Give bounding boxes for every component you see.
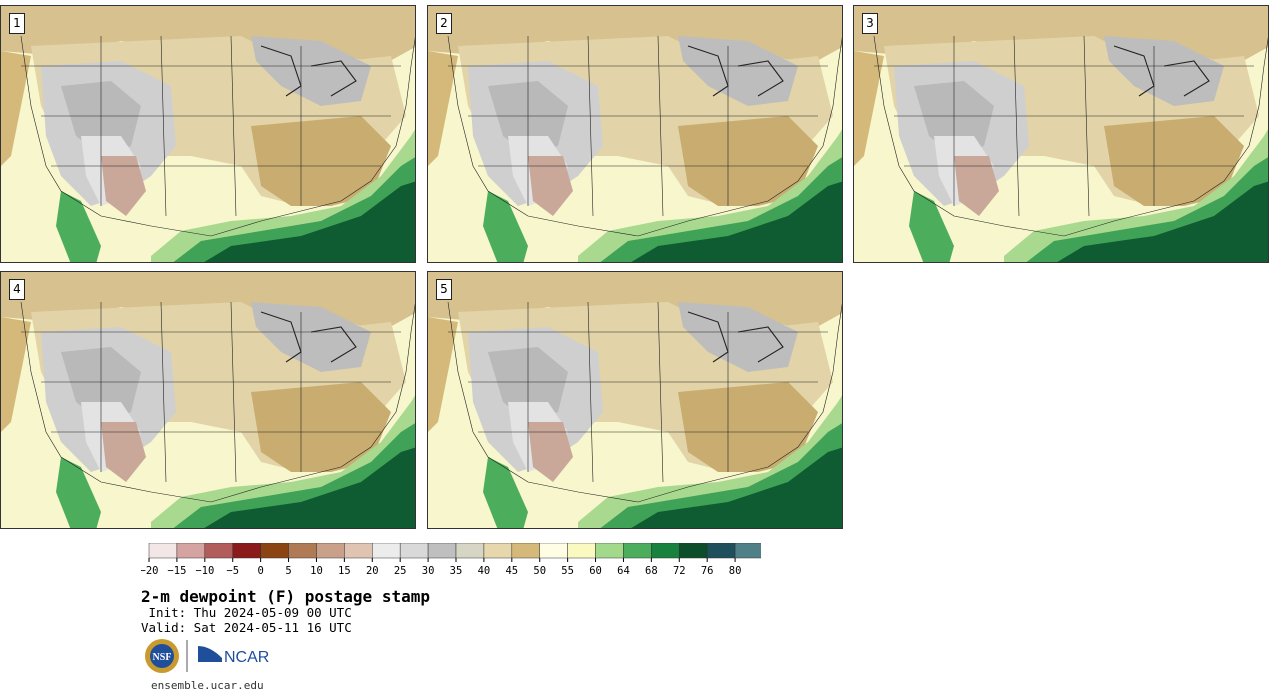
stamp-number: 2 — [436, 13, 452, 34]
dewpoint-map — [428, 6, 842, 262]
map-title: 2-m dewpoint (F) postage stamp — [141, 587, 430, 606]
colorbar-swatch — [427, 543, 457, 559]
colorbar-swatch — [455, 543, 485, 559]
colorbar-swatch — [483, 543, 513, 559]
colorbar: −20 −15 −10 −5 0 5 10 15 20 25 30 35 40 45 50 55 60 64 68 7… — [141, 543, 761, 577]
colorbar-tick-label: 80 — [729, 565, 742, 577]
ncar-logo-text: NCAR — [224, 649, 269, 666]
colorbar-tick-label: 15 — [338, 565, 351, 577]
colorbar-tick-label: −10 — [195, 565, 214, 577]
colorbar-swatch — [511, 543, 540, 559]
colorbar-swatch — [372, 543, 401, 559]
colorbar-tick-label: 40 — [478, 565, 491, 577]
colorbar-swatch — [595, 543, 624, 559]
dewpoint-map — [1, 6, 415, 262]
colorbar-swatch — [567, 543, 596, 559]
dewpoint-map — [854, 6, 1268, 262]
colorbar-tick-label: 25 — [394, 565, 407, 577]
colorbar-swatch — [232, 543, 261, 559]
colorbar-tick-label: 72 — [673, 565, 686, 577]
nsf-logo-text: NSF — [153, 652, 172, 663]
dewpoint-map — [428, 272, 842, 528]
colorbar-swatch — [623, 543, 652, 559]
colorbar-tick-label: −15 — [167, 565, 186, 577]
colorbar-tick-label: 10 — [310, 565, 323, 577]
colorbar-swatch — [344, 543, 373, 559]
site-url: ensemble.ucar.edu — [151, 679, 264, 692]
colorbar-swatch — [734, 543, 761, 559]
colorbar-swatch — [706, 543, 736, 559]
colorbar-tick-label: 60 — [589, 565, 602, 577]
colorbar-swatch — [260, 543, 289, 559]
stamp-number: 3 — [862, 13, 878, 34]
colorbar-swatch — [316, 543, 345, 559]
dewpoint-map — [1, 272, 415, 528]
colorbar-swatch — [399, 543, 429, 559]
stamp-panel: 4 — [0, 271, 416, 529]
colorbar-tick-label: 0 — [257, 565, 263, 577]
stamp-panel: 1 — [0, 5, 416, 263]
colorbar-tick-label: −5 — [226, 565, 239, 577]
colorbar-tick-label: 30 — [422, 565, 435, 577]
colorbar-swatch — [148, 543, 178, 559]
colorbar-tick-label: 76 — [701, 565, 714, 577]
colorbar-swatch — [288, 543, 317, 559]
colorbar-tick-label: 50 — [533, 565, 546, 577]
init-time: Init: Thu 2024-05-09 00 UTC — [141, 605, 352, 620]
stamp-panel: 2 — [427, 5, 843, 263]
colorbar-swatch — [679, 543, 708, 559]
stamp-number: 1 — [9, 13, 25, 34]
colorbar-tick-label: 45 — [505, 565, 518, 577]
colorbar-swatch — [539, 543, 568, 559]
colorbar-tick-label: 20 — [366, 565, 379, 577]
colorbar-tick-label: 68 — [645, 565, 658, 577]
valid-time: Valid: Sat 2024-05-11 16 UTC — [141, 620, 352, 635]
stamp-number: 4 — [9, 279, 25, 300]
stamp-panel: 5 — [427, 271, 843, 529]
colorbar-tick-label: 55 — [561, 565, 574, 577]
colorbar-tick-label: 64 — [617, 565, 630, 577]
nsf-logo: NSF — [144, 638, 180, 678]
ncar-logo: NCAR — [186, 638, 276, 678]
colorbar-tick-label: −20 — [141, 565, 158, 577]
colorbar-tick-label: 5 — [285, 565, 291, 577]
colorbar-tick-label: 35 — [450, 565, 463, 577]
colorbar-swatch — [204, 543, 233, 559]
stamp-number: 5 — [436, 279, 452, 300]
stamp-panel: 3 — [853, 5, 1269, 263]
colorbar-swatch — [176, 543, 206, 559]
colorbar-swatch — [651, 543, 680, 559]
